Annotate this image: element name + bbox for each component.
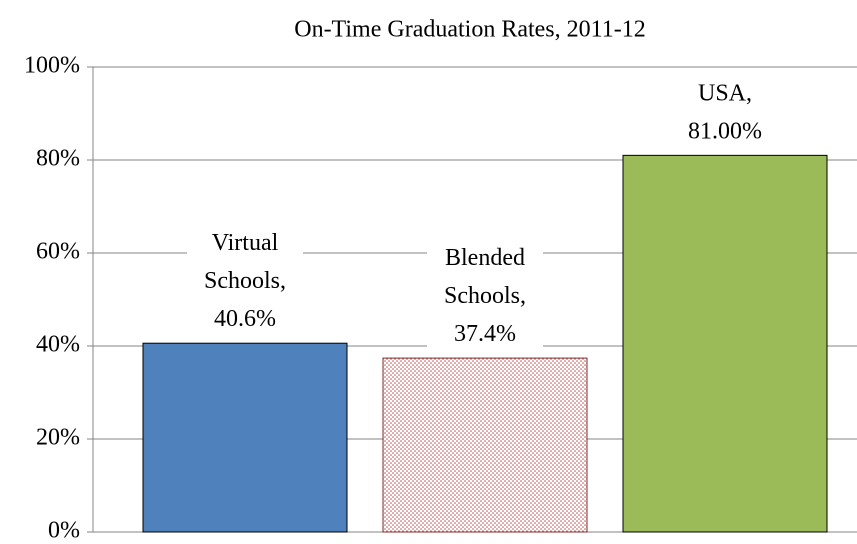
data-label: Virtual Schools, 40.6% <box>204 230 286 332</box>
y-tick-label: 60% <box>36 239 80 265</box>
y-tick-label: 20% <box>36 425 80 451</box>
bar <box>622 154 828 533</box>
y-tick-label: 100% <box>24 53 80 79</box>
data-label: USA, 81.00% <box>688 80 762 144</box>
bar <box>382 357 588 533</box>
data-label: Blended Schools, 37.4% <box>444 245 526 347</box>
y-tick-label: 80% <box>36 146 80 172</box>
y-tick-label: 0% <box>48 518 80 544</box>
bar <box>142 342 348 533</box>
chart-title: On-Time Graduation Rates, 2011-12 <box>294 17 646 43</box>
y-tick-label: 40% <box>36 332 80 358</box>
